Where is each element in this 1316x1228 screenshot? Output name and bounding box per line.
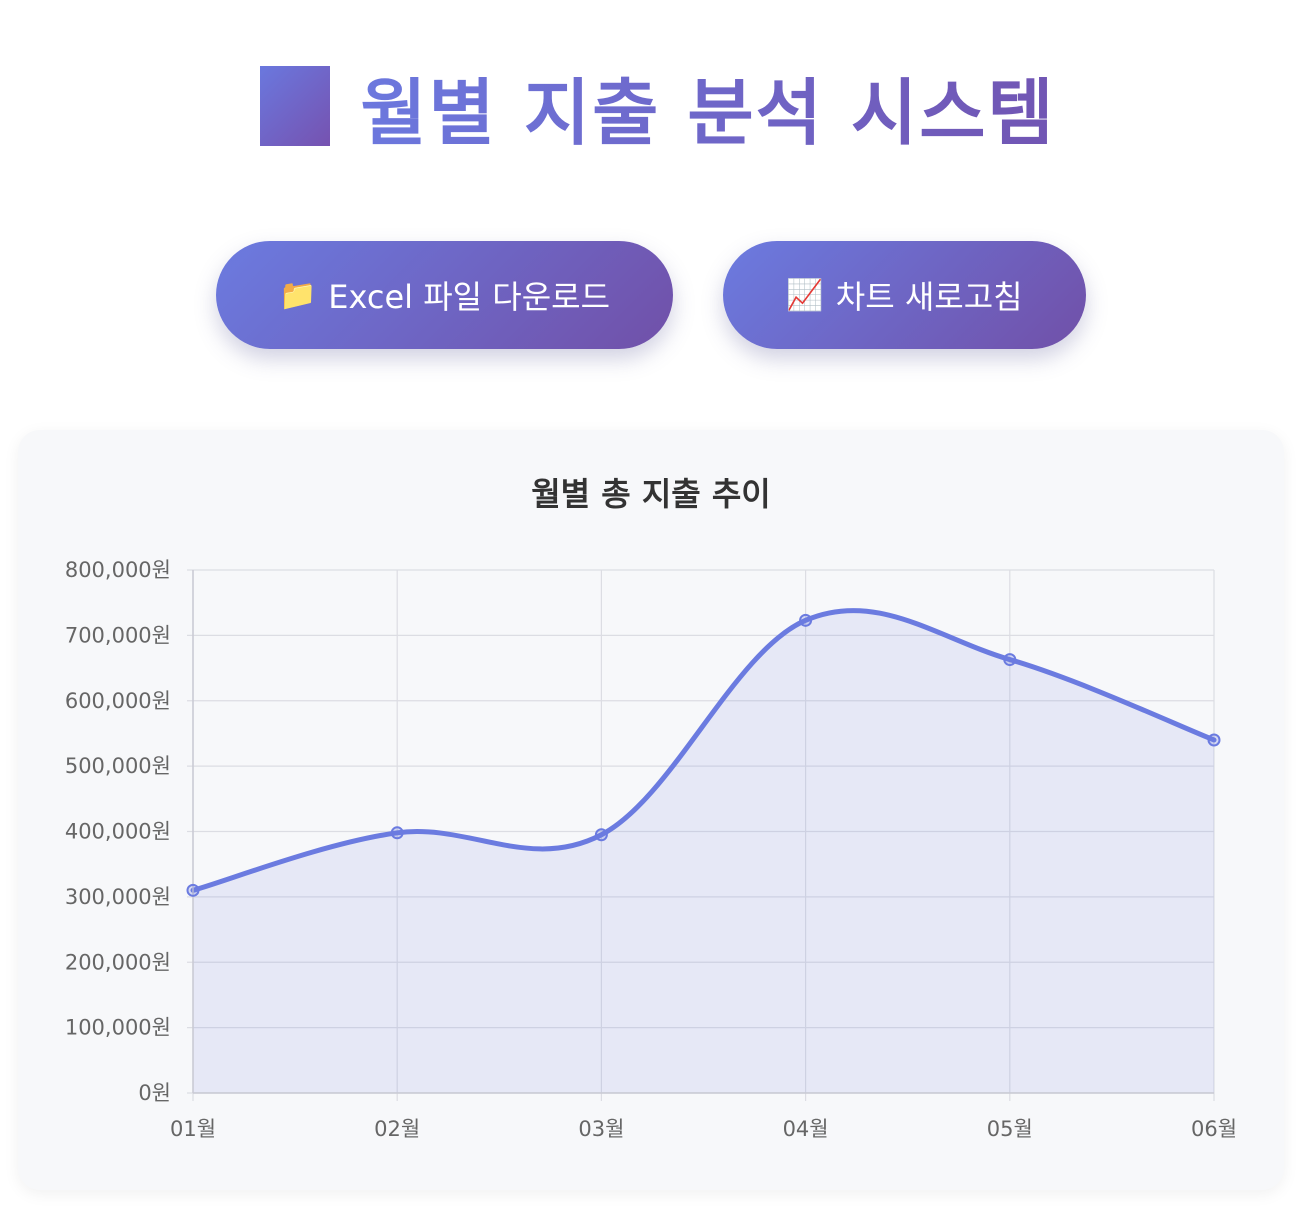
y-tick-label: 600,000원 [65, 689, 171, 713]
blue-square-icon [260, 66, 331, 146]
chart-card: 월별 총 지출 추이 0원 100,000원 200,000원 300,000원 400… [18, 430, 1284, 1190]
data-point[interactable] [1207, 733, 1221, 747]
y-tick-label: 200,000원 [65, 950, 171, 974]
data-point[interactable] [390, 826, 404, 840]
series-line [190, 608, 1217, 893]
chart-grid [187, 569, 1215, 1101]
y-tick-label: 0원 [138, 1081, 171, 1105]
folder-icon: 📁 [278, 277, 317, 313]
y-tick-label: 700,000원 [65, 623, 171, 647]
excel-download-label: Excel 파일 다운로드 [328, 278, 611, 316]
excel-download-button[interactable]: 📁 Excel 파일 다운로드 [216, 241, 673, 349]
series-area [193, 610, 1214, 1093]
y-tick-label: 300,000원 [65, 885, 171, 909]
x-tick-label: 01월 [170, 1117, 216, 1141]
y-tick-label: 400,000원 [65, 820, 171, 844]
line-chart: 월별 총 지출 추이 0원 100,000원 200,000원 300,000원 400… [65, 475, 1237, 1141]
x-tick-label: 02월 [374, 1117, 420, 1141]
data-point[interactable] [1003, 653, 1017, 667]
action-bar: 📁 Excel 파일 다운로드 📈 차트 새로고침 [0, 241, 1316, 349]
page-title: 월별 지출 분석 시스템 [360, 54, 1055, 159]
x-tick-label: 05월 [987, 1117, 1033, 1141]
chart-increasing-icon: 📈 [786, 277, 824, 313]
y-tick-label: 800,000원 [65, 558, 171, 582]
chart-title: 월별 총 지출 추이 [531, 475, 771, 513]
x-tick-label: 06월 [1191, 1117, 1237, 1141]
y-tick-label: 100,000원 [65, 1016, 171, 1040]
chart-refresh-button[interactable]: 📈 차트 새로고침 [723, 241, 1086, 349]
data-point[interactable] [594, 828, 608, 842]
chart-refresh-label: 차트 새로고침 [835, 278, 1023, 316]
x-tick-label: 03월 [578, 1117, 624, 1141]
data-point[interactable] [186, 883, 200, 897]
y-tick-label: 500,000원 [65, 754, 171, 778]
data-point[interactable] [799, 613, 813, 627]
x-tick-label: 04월 [783, 1117, 829, 1141]
page-header: 월별 지출 분석 시스템 [0, 56, 1316, 156]
